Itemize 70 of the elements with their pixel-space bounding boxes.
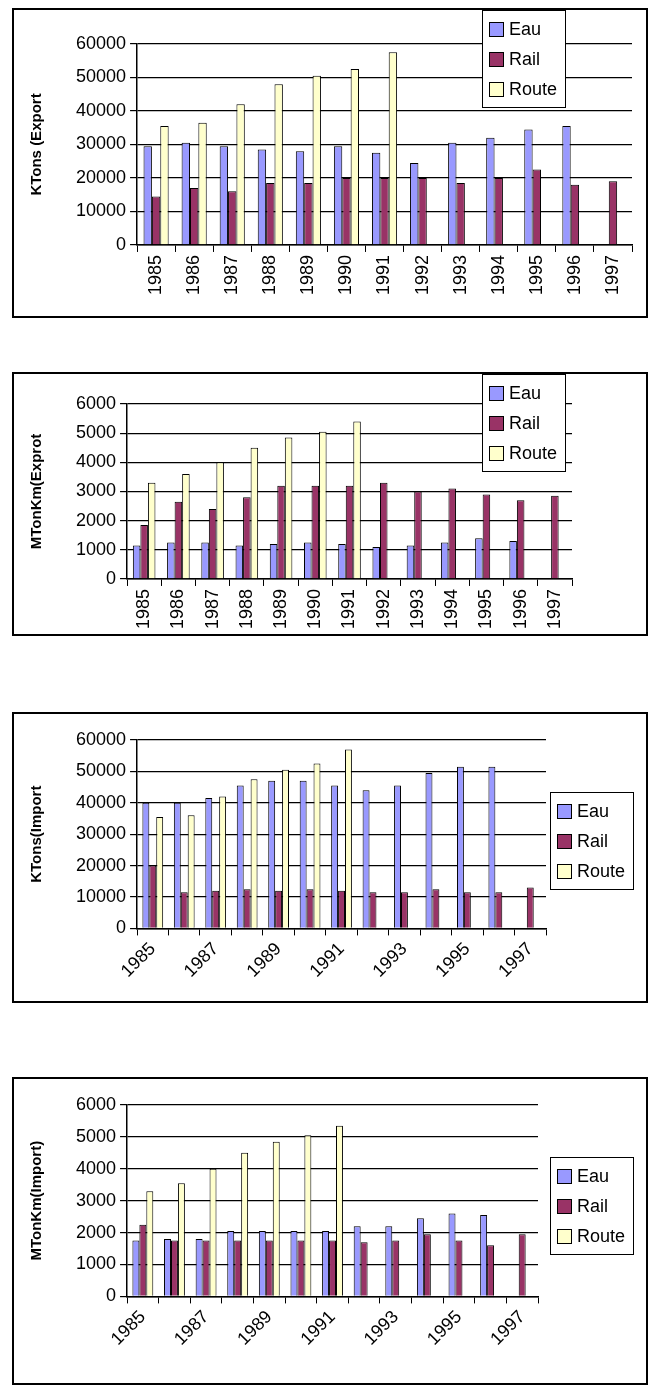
legend-label: Route	[508, 442, 557, 464]
x-tick-label: 1989	[270, 588, 291, 629]
y-tick-label: 50000	[75, 760, 127, 781]
x-tick-label: 1997	[601, 254, 622, 295]
legend-label: Eau	[508, 18, 541, 40]
x-tick-label: 1996	[563, 254, 584, 295]
x-tick-label: 1992	[411, 254, 432, 295]
x-tick-label: 1989	[297, 254, 318, 295]
y-tick-label: 30000	[75, 133, 127, 154]
legend-label: Route	[576, 1225, 625, 1247]
x-tick-label: 1997	[543, 588, 564, 629]
y-tick-label: 5000	[76, 422, 117, 443]
y-tick-label: 0	[116, 917, 127, 938]
x-tick-label: 1986	[183, 254, 204, 295]
y-tick-label: 30000	[75, 823, 127, 844]
y-tick-label: 6000	[76, 1093, 117, 1114]
x-tick-label: 1992	[372, 588, 393, 629]
x-tick-label: 1991	[338, 588, 359, 629]
x-tick-label: 1994	[487, 254, 508, 295]
x-tick-label: 1995	[475, 588, 496, 629]
y-axis-title: KTons (Export	[27, 93, 45, 196]
y-tick-label: 5000	[76, 1125, 117, 1146]
legend-label: Route	[576, 860, 625, 882]
y-tick-label: 4000	[76, 451, 117, 472]
y-tick-label: 20000	[75, 166, 127, 187]
y-tick-label: 3000	[76, 480, 117, 501]
y-tick-label: 10000	[75, 200, 127, 221]
y-tick-label: 4000	[76, 1157, 117, 1178]
x-tick-label: 1994	[441, 588, 462, 629]
legend-label: Eau	[576, 1165, 609, 1187]
y-tick-label: 1000	[76, 1253, 117, 1274]
y-tick-label: 2000	[76, 509, 117, 530]
x-tick-label: 1988	[259, 254, 280, 295]
x-tick-label: 1986	[167, 588, 188, 629]
y-axis-title: MTonKm(Import)	[27, 1140, 45, 1261]
x-tick-label: 1985	[145, 254, 166, 295]
y-tick-label: 2000	[76, 1221, 117, 1242]
y-tick-label: 0	[116, 233, 127, 254]
x-tick-label: 1987	[221, 254, 242, 295]
y-tick-label: 20000	[75, 854, 127, 875]
y-tick-label: 60000	[75, 728, 127, 749]
x-tick-label: 1996	[509, 588, 530, 629]
x-tick-label: 1985	[133, 588, 154, 629]
x-tick-label: 1990	[335, 254, 356, 295]
y-tick-label: 10000	[75, 885, 127, 906]
y-tick-label: 0	[106, 1285, 117, 1306]
x-tick-label: 1995	[525, 254, 546, 295]
legend-label: Rail	[576, 830, 608, 852]
y-tick-label: 60000	[75, 32, 127, 53]
y-tick-label: 40000	[75, 791, 127, 812]
x-tick-label: 1990	[304, 588, 325, 629]
x-tick-label: 1987	[201, 588, 222, 629]
y-tick-label: 6000	[76, 392, 117, 413]
x-tick-label: 1993	[449, 254, 470, 295]
y-axis-title: KTons(Import	[27, 785, 45, 883]
y-tick-label: 0	[106, 567, 117, 588]
y-tick-label: 40000	[75, 99, 127, 120]
legend-label: Rail	[508, 48, 540, 70]
legend-label: Route	[508, 78, 557, 100]
y-tick-label: 50000	[75, 66, 127, 87]
x-tick-label: 1991	[373, 254, 394, 295]
y-tick-label: 3000	[76, 1189, 117, 1210]
y-axis-title: MTonKm(Exprot	[27, 433, 45, 550]
x-tick-label: 1993	[406, 588, 427, 629]
legend-label: Rail	[508, 412, 540, 434]
legend-label: Eau	[508, 382, 541, 404]
y-tick-label: 1000	[76, 538, 117, 559]
legend-label: Eau	[576, 800, 609, 822]
x-tick-label: 1988	[235, 588, 256, 629]
legend-label: Rail	[576, 1195, 608, 1217]
